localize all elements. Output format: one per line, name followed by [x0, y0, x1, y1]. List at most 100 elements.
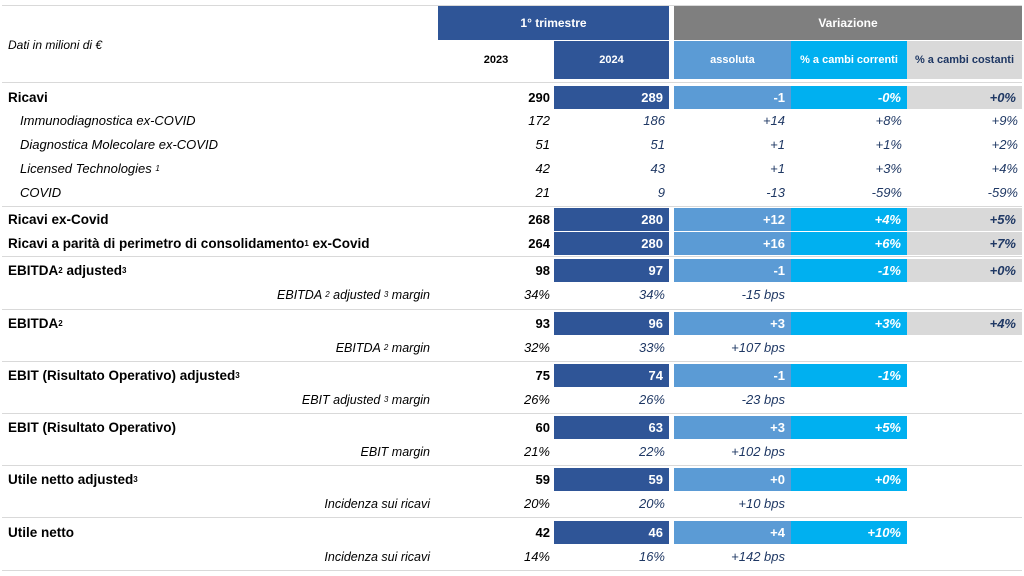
table-row-ebitda-margin: EBITDA 2 margin 32% 33% +107 bps — [0, 336, 1024, 359]
row-label: COVID — [20, 185, 62, 200]
table-row-ebit-adjusted: EBIT (Risultato Operativo) adjusted 3 75 … — [0, 364, 1024, 387]
row-label: Utile netto — [8, 525, 74, 540]
value-current-fx: +8% — [875, 113, 902, 128]
value-constant-fx: -59% — [987, 185, 1018, 200]
row-label: Licensed Technologies 1 — [20, 161, 160, 176]
value-2023: 34% — [523, 287, 550, 302]
row-label: Ricavi a parità di perimetro di consolid… — [8, 236, 370, 251]
value-absolute: +1 — [770, 137, 785, 152]
value-absolute: +4 — [674, 521, 791, 544]
value-absolute: +3 — [674, 312, 791, 335]
table-row-ricavi-parita: Ricavi a parità di perimetro di consolid… — [0, 232, 1024, 255]
value-constant-fx: +4% — [907, 312, 1022, 335]
value-absolute: +12 — [674, 208, 791, 231]
row-label: Incidenza sui ricavi — [324, 496, 430, 511]
value-2023: 21% — [523, 444, 550, 459]
value-current-fx: +1% — [875, 137, 902, 152]
value-2023: 32% — [523, 340, 550, 355]
value-absolute: -13 — [766, 185, 785, 200]
value-2023: 14% — [523, 549, 550, 564]
value-2024: 9 — [657, 185, 665, 200]
value-2023: 264 — [528, 236, 550, 251]
value-2024: 16% — [638, 549, 665, 564]
value-2024: 280 — [554, 208, 669, 231]
divider — [2, 256, 1022, 257]
value-2023: 268 — [528, 212, 550, 227]
table-row-ebit-adjusted-margin: EBIT adjusted 3 margin 26% 26% -23 bps — [0, 388, 1024, 411]
value-2023: 26% — [523, 392, 550, 407]
value-absolute: -15 bps — [741, 287, 785, 302]
table-row-diagnostica: Diagnostica Molecolare ex-COVID 51 51 +1… — [0, 133, 1024, 156]
value-2023: 93 — [535, 316, 550, 331]
row-label: Ricavi ex-Covid — [8, 212, 109, 227]
value-absolute: +0 — [674, 468, 791, 491]
value-current-fx: +5% — [791, 416, 907, 439]
variation-header: Variazione — [674, 6, 1022, 40]
col-header-2024: 2024 — [554, 41, 669, 79]
unit-label: Dati in milioni di € — [8, 38, 103, 52]
value-absolute: +107 bps — [731, 340, 785, 355]
table-row-ricavi-excovid: Ricavi ex-Covid 268 280 +12 +4% +5% — [0, 208, 1024, 231]
value-absolute: +10 bps — [738, 496, 785, 511]
value-2024: 22% — [638, 444, 665, 459]
row-label: EBIT margin — [360, 444, 430, 459]
value-2024: 186 — [643, 113, 665, 128]
divider — [2, 413, 1022, 414]
table-row-ebitda-adjusted-margin: EBITDA 2 adjusted 3 margin 34% 34% -15 b… — [0, 283, 1024, 306]
value-constant-fx: +2% — [991, 137, 1018, 152]
value-constant-fx: +5% — [907, 208, 1022, 231]
col-header-absolute: assoluta — [674, 41, 791, 79]
value-absolute: +1 — [770, 161, 785, 176]
value-2023: 59 — [535, 472, 550, 487]
value-2023: 21 — [535, 185, 550, 200]
value-2024: 289 — [554, 86, 669, 109]
value-current-fx: -1% — [791, 259, 907, 282]
value-absolute: +16 — [674, 232, 791, 255]
value-current-fx: +3% — [875, 161, 902, 176]
value-current-fx: -59% — [871, 185, 902, 200]
value-absolute: -1 — [674, 86, 791, 109]
value-2023: 172 — [528, 113, 550, 128]
table-row-ebit-margin: EBIT margin 21% 22% +102 bps — [0, 440, 1024, 463]
row-label: EBITDA 2 adjusted 3 margin — [277, 287, 430, 302]
col-header-2023: 2023 — [483, 54, 509, 66]
value-2023: 42 — [535, 161, 550, 176]
table-row-utile-incidenza: Incidenza sui ricavi 14% 16% +142 bps — [0, 545, 1024, 568]
value-2024: 96 — [554, 312, 669, 335]
divider — [2, 206, 1022, 207]
value-2023: 42 — [535, 525, 550, 540]
table-row-covid: COVID 21 9 -13 -59% -59% — [0, 181, 1024, 204]
table-row-utile-adjusted-incidenza: Incidenza sui ricavi 20% 20% +10 bps — [0, 492, 1024, 515]
value-2024: 33% — [638, 340, 665, 355]
value-2023: 60 — [535, 420, 550, 435]
table-row-ebitda: EBITDA 2 93 96 +3 +3% +4% — [0, 312, 1024, 335]
divider — [2, 517, 1022, 518]
value-current-fx: -1% — [791, 364, 907, 387]
divider — [2, 465, 1022, 466]
value-current-fx: +10% — [791, 521, 907, 544]
col-header-constant-fx: % a cambi costanti — [907, 41, 1022, 79]
value-2023: 75 — [535, 368, 550, 383]
value-constant-fx: +7% — [907, 232, 1022, 255]
value-2023: 290 — [528, 90, 550, 105]
row-label: Utile netto adjusted 3 — [8, 472, 138, 487]
value-absolute: +142 bps — [731, 549, 785, 564]
value-absolute: +3 — [674, 416, 791, 439]
value-2024: 97 — [554, 259, 669, 282]
divider — [2, 82, 1022, 83]
row-label: Incidenza sui ricavi — [324, 549, 430, 564]
table-row-ricavi: Ricavi 290 289 -1 -0% +0% — [0, 86, 1024, 109]
row-label: EBITDA 2 margin — [335, 340, 430, 355]
value-absolute: -1 — [674, 259, 791, 282]
value-constant-fx: +4% — [991, 161, 1018, 176]
value-constant-fx: +9% — [991, 113, 1018, 128]
divider — [2, 5, 1022, 6]
row-label: Diagnostica Molecolare ex-COVID — [20, 137, 218, 152]
value-2024: 43 — [650, 161, 665, 176]
value-absolute: +102 bps — [731, 444, 785, 459]
value-current-fx: -0% — [791, 86, 907, 109]
table-row-utile-netto: Utile netto 42 46 +4 +10% — [0, 521, 1024, 544]
value-2023: 98 — [535, 263, 550, 278]
value-2024: 34% — [638, 287, 665, 302]
value-constant-fx: +0% — [907, 259, 1022, 282]
